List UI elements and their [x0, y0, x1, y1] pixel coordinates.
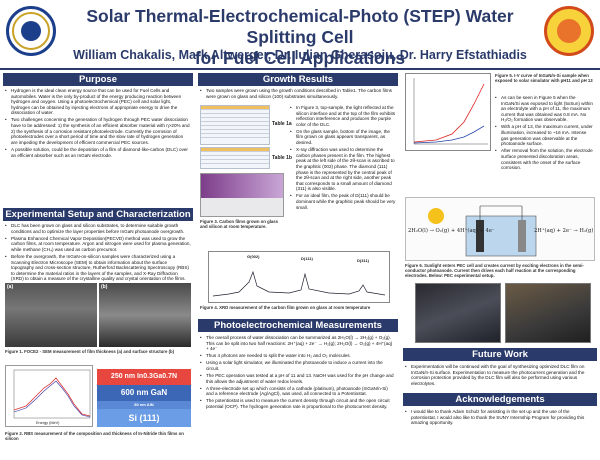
column-right: Figure 5. I-V curve of InGaN/n-Si sample… — [403, 73, 597, 458]
figure-3-caption: Figure 3. Carbon films grown on glass an… — [200, 219, 279, 229]
ack-heading: Acknowledgements — [403, 393, 597, 406]
growth-bullet: X-ray diffraction was used to determine … — [290, 147, 396, 192]
cathode-half-reaction: 2H⁺(aq) + 2e⁻ → H₂(g) — [534, 228, 594, 234]
photo-bullet: Using a solar light simulator, we illumi… — [200, 360, 396, 371]
results-text: As can be seen in Figure 5 when the InGa… — [495, 95, 595, 172]
pec-cell-schematic: 2H₂O(l) → O₂(g) + 4H⁺(aq) + 4e⁻ 2H⁺(aq) … — [405, 197, 595, 261]
layer-gan: 600 nm GaN — [97, 385, 191, 401]
xrd-plot: G(002) D(111) D(311) — [208, 251, 390, 303]
poster-header: Solar Thermal-Electrochemical-Photo (STE… — [0, 0, 600, 70]
ack-bullet: I would like to thank Adam Schulz for as… — [405, 409, 595, 426]
figure-2-caption: Figure 2. RBS measurement of the composi… — [5, 431, 184, 441]
results-bullet: With a pH of 13, the maximum current, un… — [495, 124, 595, 146]
setup-heading: Experimental Setup and Characterization — [3, 208, 193, 221]
internship-program-logo — [544, 6, 594, 56]
growth-table-a — [200, 105, 270, 145]
table-1b-label: Table 1b — [272, 155, 292, 161]
authors: William Chakalis, Mark Altwerger, Dr. Iu… — [73, 48, 527, 62]
figure-1-caption: Figure 1. FOCE2 - SEM measurement of fil… — [5, 349, 175, 354]
ack-text: I would like to thank Adam Schulz for as… — [405, 409, 595, 427]
results-bullet: As can be seen in Figure 5 when the InGa… — [495, 95, 595, 123]
xrd-peak-graphite: G(002) — [247, 254, 260, 259]
column-middle: Growth Results Two samples were grown us… — [198, 73, 398, 458]
growth-bullet: In Figure 3, top-sample, the light refle… — [290, 105, 396, 127]
setup-text: DLC has been grown on glass and silicon … — [5, 223, 191, 283]
title-line-1: Solar Thermal-Electrochemical-Photo (STE… — [86, 6, 514, 47]
sem-cross-section-image: (a) — [5, 283, 97, 347]
sem-label-a: (a) — [7, 284, 14, 290]
photo-bullet: The potentiostat is used to measure the … — [200, 398, 396, 409]
sem-label-b: (b) — [101, 284, 108, 290]
pec-setup-photo-1 — [415, 283, 501, 343]
future-bullet: Experimentation will be continued with t… — [405, 364, 595, 386]
results-bullet: After removal from the solution, the ele… — [495, 148, 595, 170]
purpose-bullet: Hydrogen is the ideal clean energy sourc… — [5, 88, 191, 116]
xrd-spectrum-svg — [212, 270, 386, 297]
xrd-peak-d311: D(311) — [357, 258, 370, 263]
polytechnic-institute-logo — [6, 6, 56, 56]
photo-bullet: The PEC operation was tested at a pH of … — [200, 373, 396, 384]
setup-bullet: DLC has been grown on glass and silicon … — [5, 223, 191, 234]
layer-ingan: 250 nm In0.3Ga0.7N — [97, 369, 191, 385]
rbs-plot: Energy (MeV) — [5, 365, 93, 427]
growth-bullet: For an ideal film, the peak of D(111) sh… — [290, 193, 396, 210]
pec-setup-photo-2 — [505, 283, 591, 343]
column-left: Purpose Hydrogen is the ideal clean ener… — [3, 73, 193, 458]
growth-table-b — [200, 147, 270, 169]
growth-bullet: On the glass sample, bottom of the image… — [290, 129, 396, 146]
photo-heading: Photoelectrochemical Measurements — [198, 319, 398, 332]
layer-si: Si (111) — [97, 409, 191, 427]
photo-bullet: Thus 4 photons are needed to split the w… — [200, 353, 396, 359]
iv-curve-plot — [405, 73, 491, 151]
title-line-2: for Fuel Cell Applications — [194, 48, 406, 68]
figure-4-caption: Figure 4. XRD measurement of the carbon … — [200, 305, 371, 310]
rbs-axis-label: Energy (MeV) — [36, 421, 60, 425]
purpose-bullet: A possible solution, could be the deposi… — [5, 147, 191, 158]
setup-bullet: Before the overgrowth, the InGaN-on-sili… — [5, 254, 191, 282]
photo-text: The overall process of water dissociatio… — [200, 335, 396, 411]
purpose-bullet: Two challenges concerning the generation… — [5, 117, 191, 145]
photo-bullet: The overall process of water dissociatio… — [200, 335, 396, 352]
carbon-film-photo — [200, 173, 284, 217]
setup-bullet: Plasma Enhanced Chemical Vapor Depositio… — [5, 236, 191, 253]
figure-5-caption: Figure 5. I-V curve of InGaN/n-Si sample… — [495, 73, 593, 83]
xrd-peak-d111: D(111) — [301, 256, 313, 261]
figure-6-caption: Figure 6. Sunlight enters PEC cell and c… — [405, 263, 584, 278]
layer-stack-diagram: 250 nm In0.3Ga0.7N 600 nm GaN 80 nm AlN … — [97, 369, 191, 427]
future-text: Experimentation will be continued with t… — [405, 364, 595, 388]
header-divider — [0, 68, 600, 70]
growth-results-text: In Figure 3, top-sample, the light refle… — [290, 105, 396, 212]
growth-intro-bullet: Two samples were grown using the growth … — [200, 88, 396, 99]
layer-aln: 80 nm AlN — [97, 401, 191, 409]
pec-cell-svg — [428, 205, 537, 257]
photo-bullet: A three-electrode set up which consists … — [200, 386, 396, 397]
purpose-text: Hydrogen is the ideal clean energy sourc… — [5, 88, 191, 160]
rbs-spectrum-svg — [13, 369, 91, 419]
purpose-heading: Purpose — [3, 73, 193, 86]
future-heading: Future Work — [403, 348, 597, 361]
glass-sample — [201, 198, 283, 216]
anode-half-reaction: 2H₂O(l) → O₂(g) + 4H⁺(aq) + 4e⁻ — [408, 228, 495, 234]
table-1a-label: Table 1a — [272, 121, 292, 127]
iv-curve-svg — [413, 78, 488, 145]
sem-surface-image: (b) — [99, 283, 191, 347]
growth-heading: Growth Results — [198, 73, 398, 86]
poster-title: Solar Thermal-Electrochemical-Photo (STE… — [64, 6, 536, 69]
growth-intro: Two samples were grown using the growth … — [200, 88, 396, 101]
